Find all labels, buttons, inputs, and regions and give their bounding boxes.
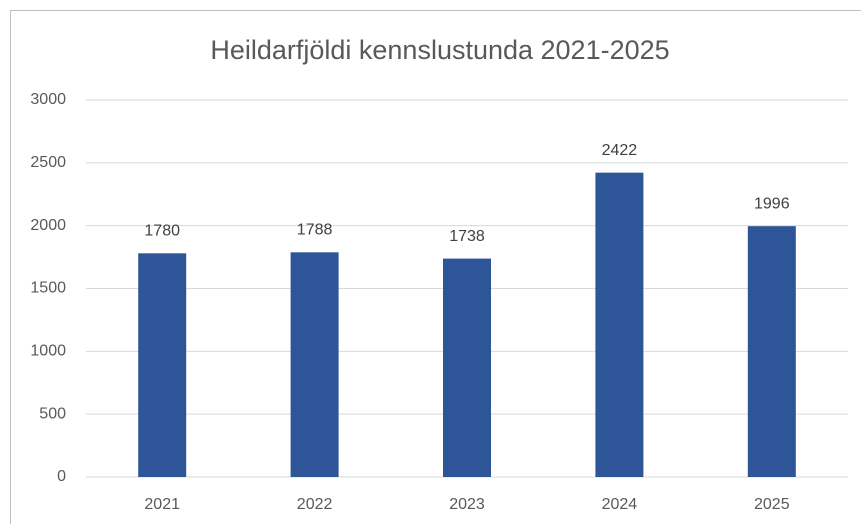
data-label: 2422 — [602, 142, 638, 159]
bar — [290, 252, 339, 477]
y-tick-label: 2500 — [30, 154, 66, 171]
y-tick-label: 500 — [39, 405, 66, 422]
bar — [443, 258, 491, 477]
bar — [747, 226, 796, 477]
data-label: 1996 — [754, 195, 790, 212]
y-tick-label: 2000 — [30, 217, 66, 234]
y-tick-label: 1000 — [30, 343, 66, 360]
chart-border — [10, 10, 861, 524]
bar — [595, 172, 644, 478]
y-tick-label: 0 — [57, 468, 66, 485]
x-tick-label: 2021 — [144, 496, 180, 513]
y-tick-label: 3000 — [30, 91, 66, 108]
x-tick-label: 2023 — [449, 496, 485, 513]
x-tick-label: 2025 — [754, 496, 790, 513]
data-label: 1738 — [449, 228, 485, 245]
chart-title: Heildarfjöldi kennslustunda 2021-2025 — [210, 35, 669, 65]
x-tick-label: 2022 — [297, 496, 333, 513]
data-label: 1780 — [144, 223, 180, 240]
bar — [138, 253, 187, 477]
y-tick-label: 1500 — [30, 280, 66, 297]
data-label: 1788 — [297, 222, 333, 239]
x-tick-label: 2024 — [602, 496, 638, 513]
